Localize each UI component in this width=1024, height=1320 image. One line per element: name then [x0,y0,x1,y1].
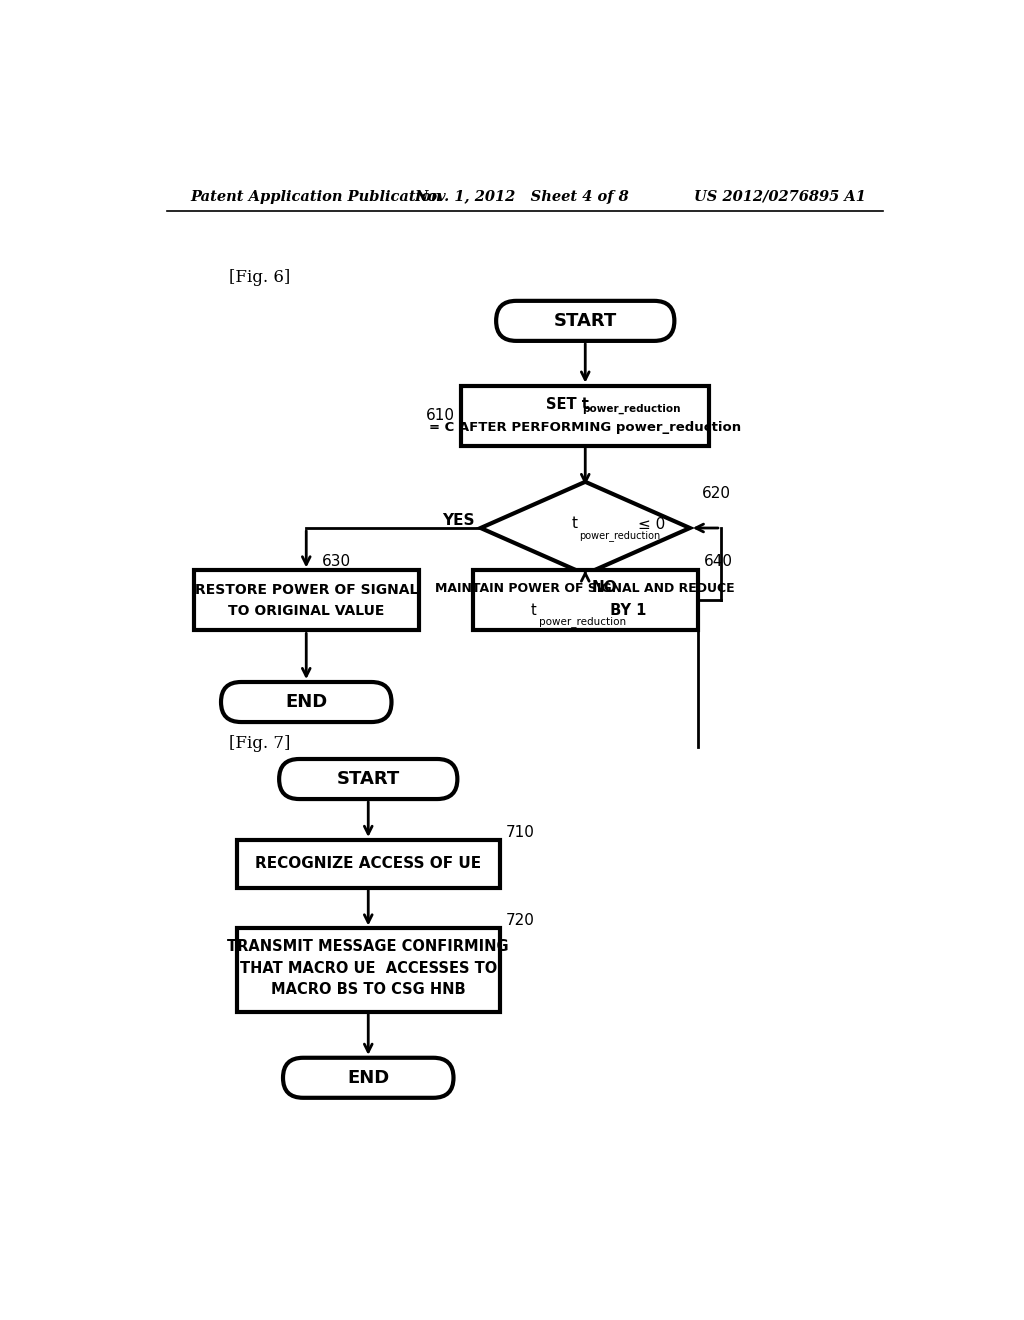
Text: power_reduction: power_reduction [583,404,681,413]
Text: TRANSMIT MESSAGE CONFIRMING: TRANSMIT MESSAGE CONFIRMING [227,940,509,954]
Text: MACRO BS TO CSG HNB: MACRO BS TO CSG HNB [271,982,466,998]
Bar [461,385,710,446]
Text: t: t [531,603,537,618]
Text: YES: YES [442,512,474,528]
FancyBboxPatch shape [280,759,458,799]
Text: ≤ 0: ≤ 0 [638,516,666,532]
Text: [Fig. 7]: [Fig. 7] [228,735,290,752]
Text: START: START [554,312,616,330]
Text: 630: 630 [322,553,351,569]
Text: Patent Application Publication: Patent Application Publication [190,190,441,203]
FancyBboxPatch shape [496,301,675,341]
Bar [237,840,500,887]
Text: START: START [337,770,400,788]
Text: t: t [571,516,578,531]
Text: END: END [285,693,328,711]
FancyBboxPatch shape [283,1057,454,1098]
Text: THAT MACRO UE  ACCESSES TO: THAT MACRO UE ACCESSES TO [240,961,497,975]
Text: END: END [347,1069,389,1086]
Text: 620: 620 [701,486,730,500]
Bar [194,570,419,631]
Text: 720: 720 [506,913,536,928]
Text: [Fig. 6]: [Fig. 6] [228,269,290,286]
Text: 640: 640 [703,553,733,569]
Text: 610: 610 [426,408,455,424]
Text: Nov. 1, 2012   Sheet 4 of 8: Nov. 1, 2012 Sheet 4 of 8 [415,190,630,203]
Polygon shape [480,482,690,574]
Text: SET t: SET t [547,396,590,412]
Text: RESTORE POWER OF SIGNAL: RESTORE POWER OF SIGNAL [195,582,418,597]
Text: MAINTAIN POWER OF SIGNAL AND REDUCE: MAINTAIN POWER OF SIGNAL AND REDUCE [435,582,735,595]
Text: power_reduction: power_reduction [579,531,660,541]
FancyBboxPatch shape [221,682,391,722]
Bar [237,928,500,1011]
Text: = C AFTER PERFORMING power_reduction: = C AFTER PERFORMING power_reduction [429,421,741,434]
Text: BY 1: BY 1 [604,603,646,618]
Text: 710: 710 [506,825,536,840]
Text: RECOGNIZE ACCESS OF UE: RECOGNIZE ACCESS OF UE [255,857,481,871]
Text: NO: NO [592,581,617,595]
Text: power_reduction: power_reduction [539,615,626,627]
Text: TO ORIGINAL VALUE: TO ORIGINAL VALUE [228,605,384,618]
Text: US 2012/0276895 A1: US 2012/0276895 A1 [693,190,865,203]
Bar [473,570,697,631]
